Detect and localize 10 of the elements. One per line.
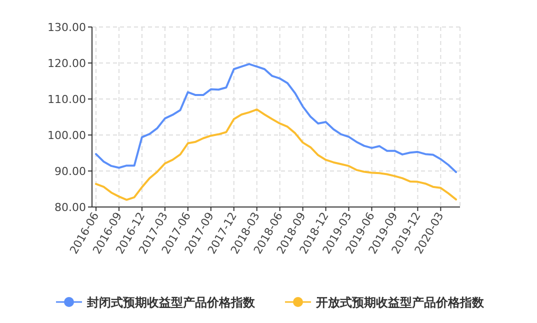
y-tick-label: 90.00 xyxy=(54,165,86,178)
legend-label: 开放式预期收益型产品价格指数 xyxy=(315,296,485,310)
y-tick-label: 100.00 xyxy=(48,129,86,142)
legend-label: 封闭式预期收益型产品价格指数 xyxy=(86,296,256,310)
line-series xyxy=(95,108,457,201)
y-tick-label: 110.00 xyxy=(48,93,86,106)
y-tick-label: 120.00 xyxy=(48,57,86,70)
line-series xyxy=(95,63,457,174)
y-tick-label: 130.00 xyxy=(48,21,86,34)
y-tick-label: 80.00 xyxy=(54,201,86,214)
